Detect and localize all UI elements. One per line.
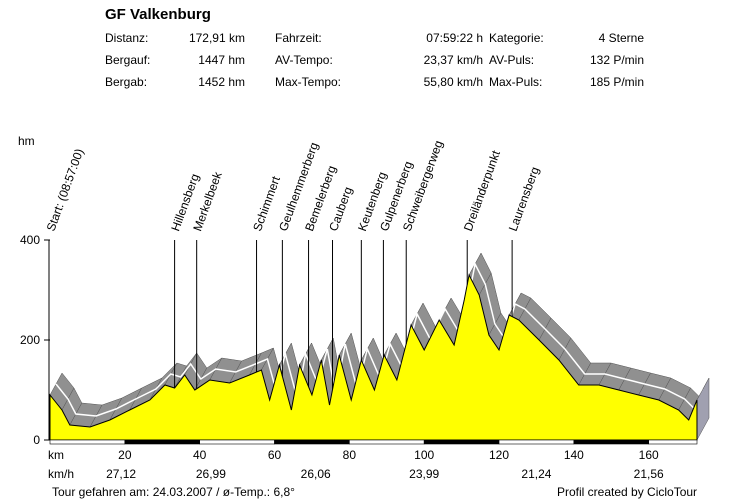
y-tick-label: 400	[20, 233, 40, 247]
stat-label: Kategorie:	[489, 31, 544, 45]
km-scale-segment	[648, 439, 698, 445]
km-scale-segment	[124, 439, 200, 445]
speed-value: 26,06	[301, 467, 331, 481]
km-scale-segment	[49, 439, 126, 445]
x-axis-label: km	[48, 448, 64, 462]
speed-value: 21,24	[521, 467, 551, 481]
stat-value: 172,91 km	[188, 31, 245, 45]
landmark-label: Start: (08:57:00)	[44, 147, 87, 233]
stat-value: 4 Sterne	[598, 31, 644, 45]
km-scale-segment	[573, 439, 649, 445]
x-tick-label: 120	[489, 448, 509, 462]
elevation-area	[49, 273, 698, 441]
footer-credit: Profil created by CicloTour	[557, 485, 698, 499]
profile-ridge-line	[55, 261, 704, 417]
x-tick-label: 40	[193, 448, 207, 462]
stat-label: Max-Puls:	[489, 75, 543, 89]
km-scale-segment	[498, 439, 575, 445]
x-tick-label: 60	[268, 448, 282, 462]
x-tick-label: 100	[414, 448, 434, 462]
speed-value: 21,56	[634, 467, 664, 481]
speed-value: 26,99	[196, 467, 226, 481]
speed-value: 27,12	[106, 467, 136, 481]
stat-label: AV-Puls:	[489, 53, 535, 67]
stat-value: 55,80 km/h	[423, 75, 483, 89]
stat-label: Bergab:	[105, 75, 148, 89]
stat-value: 1447 hm	[198, 53, 245, 67]
landmark-label: Dreiländerpunkt	[461, 148, 503, 233]
stat-value: 132 P/min	[589, 53, 644, 67]
stat-label: Fahrzeit:	[275, 31, 322, 45]
x-tick-label: 20	[118, 448, 132, 462]
stat-value: 23,37 km/h	[423, 53, 483, 67]
y-tick-label: 0	[33, 433, 40, 447]
profile-end-face	[696, 377, 710, 441]
tour-title: GF Valkenburg	[105, 6, 211, 23]
stat-value: 07:59:22 h	[426, 31, 483, 45]
x-tick-label: 140	[564, 448, 584, 462]
landmark-label: Laurensberg	[506, 165, 542, 233]
footer-tour-info: Tour gefahren am: 24.03.2007 / ø-Temp.: …	[52, 485, 295, 499]
km-scale-segment	[423, 439, 500, 445]
km-scale-segment	[274, 439, 350, 445]
stat-label: Bergauf:	[105, 53, 151, 67]
speed-value: 23,99	[409, 467, 439, 481]
x-tick-label: 80	[343, 448, 357, 462]
y-axis-label: hm	[18, 134, 35, 148]
speed-row-label: km/h	[48, 467, 74, 481]
stat-value: 1452 hm	[198, 75, 245, 89]
stat-label: AV-Tempo:	[275, 53, 333, 67]
km-scale-segment	[199, 439, 275, 445]
stat-value: 185 P/min	[589, 75, 644, 89]
km-scale-segment	[349, 439, 425, 445]
y-tick-label: 200	[20, 333, 40, 347]
stat-label: Max-Tempo:	[275, 75, 342, 89]
x-tick-label: 160	[639, 448, 659, 462]
stat-label: Distanz:	[105, 31, 149, 45]
landmark-label: Cauberg	[326, 185, 355, 233]
